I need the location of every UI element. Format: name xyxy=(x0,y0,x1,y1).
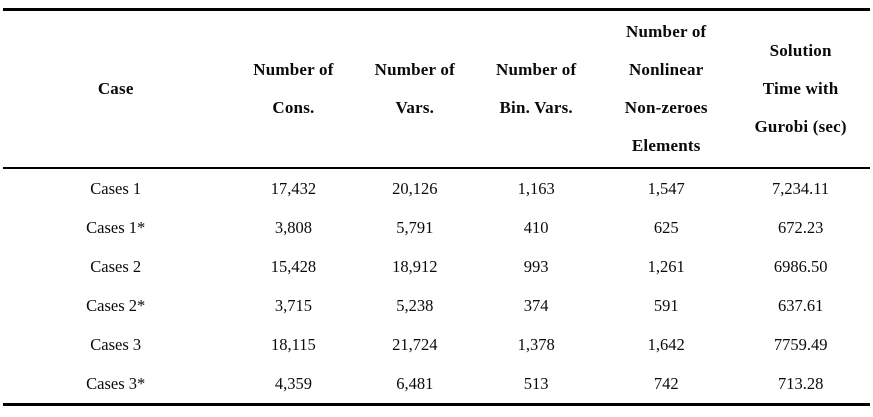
cell-num-vars: 5,791 xyxy=(396,217,434,237)
cell-case: Cases 2 xyxy=(90,256,142,276)
cell-num-cons: 3,715 xyxy=(274,295,312,315)
table-row: Cases 2 15,428 18,912 993 1,261 6986.50 xyxy=(3,247,870,286)
header-line: Gurobi (sec) xyxy=(754,117,847,136)
header-line: Solution xyxy=(769,41,832,60)
column-header-case: Case xyxy=(3,10,228,169)
cell-case: Cases 3* xyxy=(86,373,146,393)
cell-num-cons: 18,115 xyxy=(271,334,316,354)
cell-num-cons: 17,432 xyxy=(270,178,317,198)
cell-num-nonlinear: 625 xyxy=(653,217,679,237)
cell-num-cons: 4,359 xyxy=(274,373,312,393)
cell-solution-time: 713.28 xyxy=(777,373,824,393)
cell-num-nonlinear: 1,261 xyxy=(647,256,685,276)
results-table-container: Case Number of Cons. Number of Vars. Number o… xyxy=(3,8,870,406)
cell-num-bin-vars: 1,378 xyxy=(517,334,555,354)
cell-solution-time: 7,234.11 xyxy=(772,178,830,198)
column-header-num-vars: Number of Vars. xyxy=(358,10,471,169)
cell-num-bin-vars: 513 xyxy=(523,373,549,393)
header-line: Case xyxy=(97,79,134,98)
header-line: Nonlinear xyxy=(628,60,704,79)
cell-num-nonlinear: 591 xyxy=(653,295,679,315)
cell-num-vars: 21,724 xyxy=(392,334,438,354)
header-line: Time with xyxy=(762,79,839,98)
cell-num-nonlinear: 1,547 xyxy=(647,178,685,198)
table-row: Cases 3* 4,359 6,481 513 742 713.28 xyxy=(3,364,870,405)
cell-case: Cases 1* xyxy=(86,217,146,237)
header-line: Elements xyxy=(631,136,701,155)
header-line: Number of xyxy=(374,60,455,79)
header-row: Case Number of Cons. Number of Vars. Number o… xyxy=(3,10,870,169)
header-line: Bin. Vars. xyxy=(499,98,573,117)
results-table: Case Number of Cons. Number of Vars. Number o… xyxy=(3,8,870,406)
column-header-num-cons: Number of Cons. xyxy=(228,10,358,169)
column-header-solution-time: Solution Time with Gurobi (sec) xyxy=(731,10,870,169)
column-header-num-bin-vars: Number of Bin. Vars. xyxy=(471,10,601,169)
cell-solution-time: 672.23 xyxy=(777,217,824,237)
header-line: Vars. xyxy=(395,98,435,117)
header-line: Number of xyxy=(253,60,334,79)
cell-num-vars: 5,238 xyxy=(396,295,434,315)
cell-num-bin-vars: 1,163 xyxy=(517,178,555,198)
table-row: Cases 3 18,115 21,724 1,378 1,642 7759.49 xyxy=(3,325,870,364)
cell-num-bin-vars: 410 xyxy=(523,217,549,237)
cell-num-vars: 20,126 xyxy=(392,178,438,198)
cell-num-cons: 3,808 xyxy=(274,217,312,237)
table-row: Cases 2* 3,715 5,238 374 591 637.61 xyxy=(3,286,870,325)
header-line: Number of xyxy=(626,22,707,41)
cell-num-bin-vars: 993 xyxy=(523,256,549,276)
table-row: Cases 1 17,432 20,126 1,163 1,547 7,234.11 xyxy=(3,168,870,208)
cell-case: Cases 1 xyxy=(90,178,142,198)
column-header-num-nonlinear: Number of Nonlinear Non-zeroes Elements xyxy=(601,10,731,169)
header-line: Cons. xyxy=(272,98,315,117)
table-body: Cases 1 17,432 20,126 1,163 1,547 7,234.11 Cas… xyxy=(3,168,870,405)
cell-solution-time: 6986.50 xyxy=(773,256,828,276)
table-row: Cases 1* 3,808 5,791 410 625 672.23 xyxy=(3,208,870,247)
header-line: Number of xyxy=(496,60,577,79)
cell-num-bin-vars: 374 xyxy=(523,295,549,315)
cell-solution-time: 637.61 xyxy=(777,295,824,315)
cell-num-nonlinear: 742 xyxy=(653,373,679,393)
cell-num-nonlinear: 1,642 xyxy=(647,334,685,354)
table-header: Case Number of Cons. Number of Vars. Number o… xyxy=(3,10,870,169)
cell-num-cons: 15,428 xyxy=(270,256,317,276)
cell-num-vars: 18,912 xyxy=(392,256,438,276)
cell-solution-time: 7759.49 xyxy=(773,334,828,354)
cell-case: Cases 2* xyxy=(86,295,146,315)
header-line: Non-zeroes xyxy=(624,98,708,117)
cell-num-vars: 6,481 xyxy=(396,373,434,393)
cell-case: Cases 3 xyxy=(90,334,142,354)
